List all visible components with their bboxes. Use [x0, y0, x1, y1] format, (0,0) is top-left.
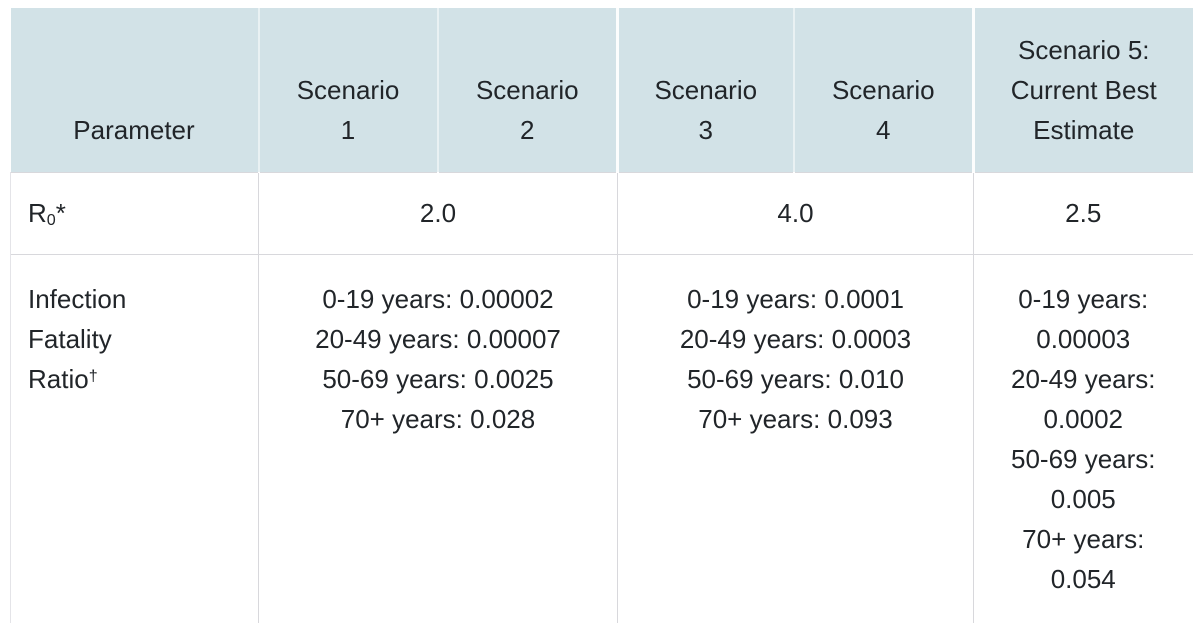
- r0-label-subscript: 0: [46, 210, 56, 229]
- ifr-entry: 0-19 years: 0.00003: [1018, 283, 1149, 354]
- ifr-entry: 70+ years: 0.054: [1022, 523, 1145, 594]
- ifr-entry: 0-19 years: 0.0001: [687, 283, 904, 314]
- ifr-entry: 50-69 years: 0.0025: [322, 363, 554, 394]
- r0-value-scenario-5: 2.5: [973, 171, 1193, 254]
- ifr-entry: 70+ years: 0.028: [340, 403, 536, 434]
- ifr-values-scenario-1-2: 0-19 years: 0.00002 20-49 years: 0.00007…: [258, 253, 618, 623]
- ifr-values-scenario-3-4: 0-19 years: 0.0001 20-49 years: 0.0003 5…: [617, 253, 974, 623]
- r0-value-scenario-3-4: 4.0: [617, 171, 974, 254]
- r0-value-scenario-1-2: 2.0: [258, 171, 618, 254]
- ifr-entry: 50-69 years: 0.005: [1010, 443, 1156, 514]
- ifr-label-text: Infection Fatality Ratio: [28, 283, 127, 394]
- r0-parameter-label: R0*: [10, 171, 259, 254]
- column-header-scenario-3: Scenario 3: [616, 8, 794, 172]
- column-header-scenario-5: Scenario 5: Current Best Estimate: [972, 8, 1193, 172]
- ifr-entry: 20-49 years: 0.0002: [1010, 363, 1156, 434]
- table-row-r0: R0* 2.0 4.0 2.5: [10, 171, 1193, 254]
- column-header-scenario-1: Scenario 1: [257, 8, 438, 172]
- table-row-ifr: Infection Fatality Ratio† 0-19 years: 0.…: [10, 253, 1193, 623]
- column-header-scenario-4: Scenario 4: [792, 8, 974, 172]
- column-header-parameter: Parameter: [10, 8, 259, 172]
- scenario-parameters-table-wrap: Parameter Scenario 1 Scenario 2 Scenario…: [10, 8, 1193, 623]
- r0-footnote-asterisk: *: [55, 198, 66, 228]
- header-row: Parameter Scenario 1 Scenario 2 Scenario…: [10, 8, 1193, 172]
- ifr-entry: 0-19 years: 0.00002: [322, 283, 554, 314]
- ifr-values-scenario-5: 0-19 years: 0.00003 20-49 years: 0.0002 50…: [973, 253, 1193, 623]
- ifr-entry: 20-49 years: 0.0003: [679, 323, 912, 354]
- scenario-parameters-table: Parameter Scenario 1 Scenario 2 Scenario…: [10, 8, 1193, 623]
- ifr-entry: 70+ years: 0.093: [698, 403, 893, 434]
- column-header-scenario-2: Scenario 2: [436, 8, 618, 172]
- ifr-parameter-label: Infection Fatality Ratio†: [10, 253, 259, 623]
- ifr-footnote-dagger: †: [88, 366, 98, 385]
- ifr-entry: 50-69 years: 0.010: [687, 363, 904, 394]
- r0-label-base: R: [28, 198, 47, 228]
- ifr-entry: 20-49 years: 0.00007: [315, 323, 561, 354]
